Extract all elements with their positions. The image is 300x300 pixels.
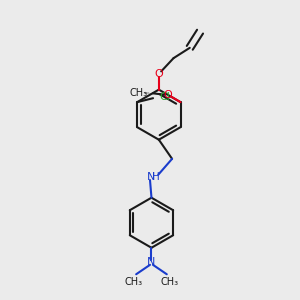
Text: CH₃: CH₃	[124, 277, 142, 286]
Text: N: N	[146, 172, 155, 182]
Text: O: O	[164, 90, 172, 100]
Text: methoxy: methoxy	[144, 92, 150, 93]
Text: CH₃: CH₃	[161, 277, 179, 286]
Text: methoxy: methoxy	[146, 93, 152, 94]
Text: O: O	[154, 69, 163, 79]
Text: N: N	[147, 257, 156, 268]
Text: CH₃: CH₃	[129, 88, 148, 98]
Text: Cl: Cl	[159, 92, 170, 102]
Text: H: H	[152, 172, 160, 182]
